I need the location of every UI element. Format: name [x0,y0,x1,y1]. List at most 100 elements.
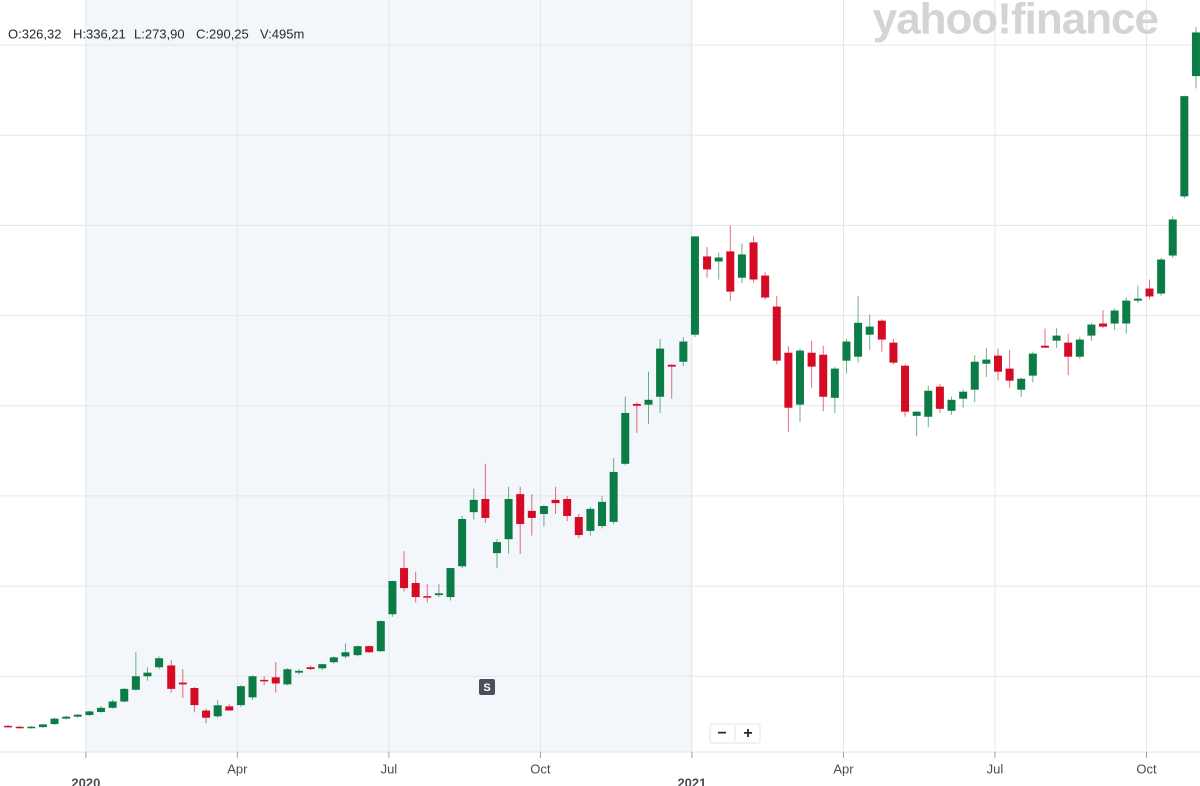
event-marker-box[interactable] [479,679,495,695]
candle-body [877,320,886,340]
candle-body [1168,219,1177,256]
candle-body [143,672,152,677]
x-tick-label: Oct [1136,761,1157,776]
candle-body [644,399,653,405]
candle-body [85,711,94,716]
x-tick-label: Oct [530,761,551,776]
candle-body [993,355,1002,372]
candle-body [458,519,467,567]
candle-body [1075,339,1084,357]
candle-body [621,412,630,464]
candle-body [761,275,770,298]
candle-body [423,596,432,598]
info-bar: O:326,32 H:336,21 L:273,90 C:290,25 V:49… [8,26,304,41]
info-open: O:326,32 [8,26,62,41]
candle-body [120,688,129,702]
x-tick-label: 2020 [71,775,100,786]
x-tick-label: Jul [987,761,1004,776]
candle-body [912,411,921,416]
candle-body [679,341,688,362]
candle-body [329,657,338,663]
info-low: L:273,90 [134,26,185,41]
candle-body [155,658,164,668]
candle-body [807,352,816,367]
candle-body [842,341,851,361]
candle-body [213,705,222,717]
candle-body [656,348,665,397]
candle-body [667,364,676,367]
candle-body [551,499,560,504]
candle-body [959,391,968,399]
candle-body [970,361,979,390]
candle-body [108,701,117,708]
candle-body [318,664,327,669]
x-tick-label: Apr [227,761,248,776]
candle-body [341,652,350,657]
candle-body [563,498,572,516]
candle-body [294,670,303,673]
candle-body [446,568,455,598]
candle-body [947,399,956,411]
candle-body [306,667,315,670]
candle-body [353,646,362,656]
candle-body [737,254,746,278]
candle-body [376,621,385,652]
candle-body [260,679,269,682]
candle-body [714,257,723,262]
candle-body [15,726,24,729]
info-volume: V:495m [260,26,304,41]
candle-body [1157,259,1166,294]
candle-body [481,498,490,518]
candle-body [283,669,292,685]
candle-body [726,251,735,292]
candle-body [901,365,910,412]
candle-body [236,686,245,706]
candle-body [400,568,409,589]
candle-body [1145,288,1154,297]
candle-body [492,542,501,554]
candle-body [1028,353,1037,376]
candle-body [202,710,211,718]
candle-body [434,593,443,596]
x-tick-label: Jul [381,761,398,776]
candles-layer [4,27,1200,729]
candle-body [469,499,478,513]
candle-body [1052,335,1061,341]
candle-body [1180,96,1189,197]
candle-body [924,390,933,417]
candle-body [411,583,420,598]
candle-body [388,581,397,615]
candle-body [167,665,176,689]
zoom-out-button[interactable]: − [717,725,726,742]
candle-body [865,326,874,335]
candle-body [365,646,374,653]
candle-body [178,682,187,685]
x-tick-label: 2021 [677,775,706,786]
candle-body [749,242,758,280]
candle-body [1040,345,1049,348]
candle-body [1099,323,1108,327]
candle-body [62,716,71,719]
candle-body [632,403,641,406]
candle-body [73,714,82,717]
candle-body [50,718,59,725]
candle-body [598,501,607,527]
candle-body [703,256,712,270]
candle-body [225,706,234,711]
info-close: C:290,25 [196,26,249,41]
candle-body [1191,32,1200,77]
event-marker-label[interactable]: S [483,682,490,694]
zoom-controls: − + [709,723,761,744]
zoom-in-button[interactable]: + [743,725,752,742]
candle-body [504,498,513,540]
candle-body [1133,298,1142,301]
candle-body [854,322,863,357]
candle-body [190,687,199,706]
candle-body [586,508,595,531]
candle-body [4,725,13,728]
candle-body [609,471,618,522]
event-marker[interactable]: S [479,679,495,695]
